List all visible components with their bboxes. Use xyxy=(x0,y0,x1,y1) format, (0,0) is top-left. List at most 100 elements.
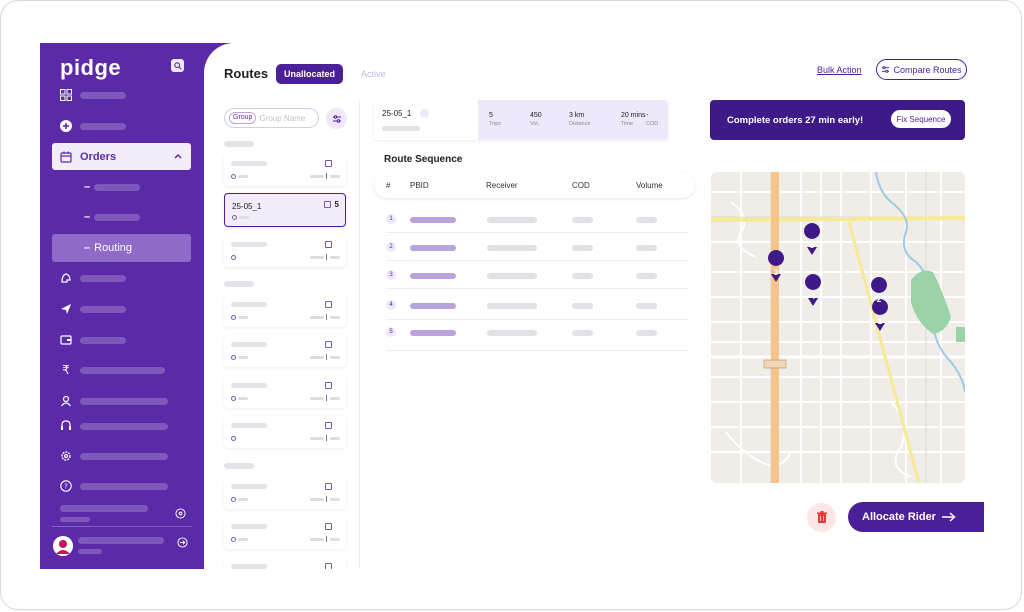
compare-routes-button[interactable]: Compare Routes xyxy=(876,59,967,80)
avatar[interactable] xyxy=(53,536,73,556)
tab-unallocated[interactable]: Unallocated xyxy=(276,64,343,84)
route-stats: 5 Trips 450 Vol. 3 km Distance 20 mins Time … xyxy=(478,100,668,140)
sidebar-item-support[interactable] xyxy=(52,413,191,439)
sidebar-item-routing[interactable]: – Routing xyxy=(52,234,191,262)
info-icon[interactable] xyxy=(175,508,186,519)
sequence-number: 4 xyxy=(386,300,396,310)
sequence-number: 3 xyxy=(386,270,396,280)
calendar-icon xyxy=(325,422,332,429)
stat-distance: 3 km Distance xyxy=(569,112,591,127)
group-name-placeholder: Group Name xyxy=(259,113,306,123)
group-name-input[interactable]: Group Group Name xyxy=(224,108,319,128)
add-icon xyxy=(52,120,80,132)
group-chip[interactable]: Group xyxy=(229,112,257,124)
route-name: 25-05_1 xyxy=(382,109,412,118)
logout-icon[interactable] xyxy=(177,537,188,548)
route-card-count: 5 xyxy=(334,200,339,209)
sequence-row[interactable]: 3 xyxy=(386,261,689,289)
map-marker-1[interactable]: 1 xyxy=(877,317,883,326)
allocate-rider-label: Allocate Rider xyxy=(862,511,936,523)
sidebar-item-wallet[interactable] xyxy=(52,327,191,353)
sidebar-corner xyxy=(204,43,234,73)
sidebar-item-payments[interactable]: ₹ xyxy=(52,357,191,383)
calendar-icon xyxy=(325,382,332,389)
sequence-number: 1 xyxy=(386,214,396,224)
sidebar-item-dashboard[interactable] xyxy=(52,82,191,108)
sidebar-item-navigation[interactable] xyxy=(52,296,191,322)
fix-sequence-button[interactable]: Fix Sequence xyxy=(891,110,951,128)
orders-icon xyxy=(52,151,80,163)
delete-button[interactable] xyxy=(807,503,836,532)
sidebar-item-label xyxy=(80,91,126,99)
allocate-rider-button[interactable]: Allocate Rider xyxy=(848,502,984,532)
bulk-action-link[interactable]: Bulk Action xyxy=(817,65,862,75)
stat-volume: 450 Vol. xyxy=(530,112,542,127)
sequence-row[interactable]: 2 xyxy=(386,233,689,261)
dashboard-icon xyxy=(52,89,80,101)
navigation-icon xyxy=(52,303,80,315)
route-card[interactable] xyxy=(224,477,346,509)
sidebar-item-label xyxy=(80,122,126,130)
sequence-row[interactable]: 5 xyxy=(386,320,689,351)
map-marker-5[interactable]: 5 xyxy=(809,241,815,250)
stat-time: 20 mins Time xyxy=(621,112,646,127)
sidebar-item-clients[interactable] xyxy=(52,265,191,291)
route-card[interactable] xyxy=(224,517,346,549)
calendar-icon xyxy=(325,483,332,490)
trash-icon xyxy=(816,511,827,523)
route-card[interactable] xyxy=(224,154,346,186)
routes-list-panel: Group Group Name 25-05_1 5 xyxy=(216,100,360,569)
support-icon xyxy=(52,420,80,432)
sidebar-item-orders-label: Orders xyxy=(80,150,117,163)
route-card[interactable] xyxy=(224,416,346,448)
calendar-icon xyxy=(325,341,332,348)
route-map[interactable]: 5 3 4 2 1 xyxy=(711,172,965,483)
route-card-selected[interactable]: 25-05_1 5 xyxy=(224,193,346,227)
svg-text:?: ? xyxy=(64,483,68,491)
calendar-icon xyxy=(325,160,332,167)
map-marker-2[interactable]: 2 xyxy=(876,295,882,304)
sequence-row[interactable]: 1 xyxy=(386,205,689,233)
calendar-icon xyxy=(325,563,332,569)
filter-button[interactable] xyxy=(326,108,347,129)
sidebar-item-routing-label: Routing xyxy=(94,242,133,254)
route-card[interactable] xyxy=(224,376,346,408)
promo-text: Complete orders 27 min early! xyxy=(727,115,864,126)
column-header-number: # xyxy=(386,181,391,190)
sequence-row[interactable]: 4 xyxy=(386,289,689,320)
map-marker-4[interactable]: 4 xyxy=(810,292,816,301)
tab-active[interactable]: Active xyxy=(361,69,386,79)
sidebar-item-orders[interactable]: Orders xyxy=(52,143,191,170)
sequence-number: 5 xyxy=(386,327,396,337)
calendar-icon xyxy=(325,523,332,530)
sidebar-item-add[interactable] xyxy=(52,113,191,139)
chevron-up-icon xyxy=(174,153,182,159)
sidebar-item-settings[interactable] xyxy=(52,443,191,469)
sliders-icon xyxy=(882,66,890,73)
route-card[interactable] xyxy=(224,295,346,327)
stat-trips: 5 Trips xyxy=(489,112,502,127)
sidebar-item-riders[interactable] xyxy=(52,388,191,414)
route-sequence-title: Route Sequence xyxy=(384,154,463,165)
clients-icon xyxy=(52,272,80,284)
column-header-volume: Volume xyxy=(636,181,663,190)
map-marker-3[interactable]: 3 xyxy=(773,268,779,277)
promo-banner: Complete orders 27 min early! Fix Sequen… xyxy=(710,100,965,140)
sidebar-subitem-1[interactable]: – xyxy=(52,174,191,200)
search-button[interactable] xyxy=(171,59,184,72)
date-group-header xyxy=(224,463,254,469)
sidebar-subitem-2[interactable]: – xyxy=(52,204,191,230)
column-header-pbid: PBID xyxy=(410,181,429,190)
calendar-icon xyxy=(325,301,332,308)
search-icon xyxy=(173,61,182,70)
settings-icon xyxy=(52,450,80,462)
edit-icon[interactable] xyxy=(420,109,429,118)
brand-logo: pidge xyxy=(60,55,122,80)
sidebar-item-help[interactable]: ? xyxy=(52,473,191,499)
route-summary-card: 25-05_1 5 Trips 450 Vol. 3 km Distance 20 m… xyxy=(374,100,668,140)
route-card[interactable] xyxy=(224,335,346,367)
arrow-right-icon xyxy=(941,512,956,522)
route-card[interactable] xyxy=(224,235,346,267)
date-group-header xyxy=(224,141,254,147)
route-card[interactable] xyxy=(224,557,346,569)
